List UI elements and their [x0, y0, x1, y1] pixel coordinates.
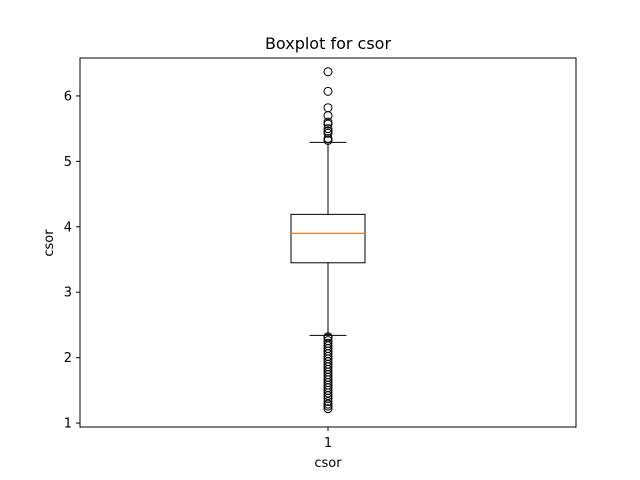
y-tick-label: 4 [64, 220, 72, 235]
outlier-point [323, 396, 333, 406]
y-axis-label: csor [42, 229, 57, 257]
iqr-box [290, 213, 366, 264]
outlier-point [323, 332, 333, 342]
plot-frame [79, 57, 577, 428]
y-tick-label: 6 [64, 89, 72, 104]
x-axis-label: csor [314, 456, 342, 471]
outlier-point [323, 67, 333, 77]
outlier-point [323, 133, 333, 143]
outlier-point [323, 399, 333, 409]
outlier-point [323, 103, 333, 113]
y-tick-label: 3 [64, 286, 72, 301]
outlier-point [323, 336, 333, 346]
plot-area: 1 2 3 4 5 6 1 [64, 67, 366, 451]
outlier-point [323, 117, 333, 127]
y-tick-label: 5 [64, 155, 72, 170]
x-tick-label: 1 [324, 436, 332, 451]
outlier-point [323, 124, 333, 134]
chart-title: Boxplot for csor [265, 34, 392, 53]
outlier-point [323, 86, 333, 96]
y-tick-label: 2 [64, 351, 72, 366]
outlier-point [323, 404, 333, 414]
outlier-point [323, 126, 333, 136]
y-tick-label: 1 [64, 417, 72, 432]
outlier-point [323, 338, 333, 348]
